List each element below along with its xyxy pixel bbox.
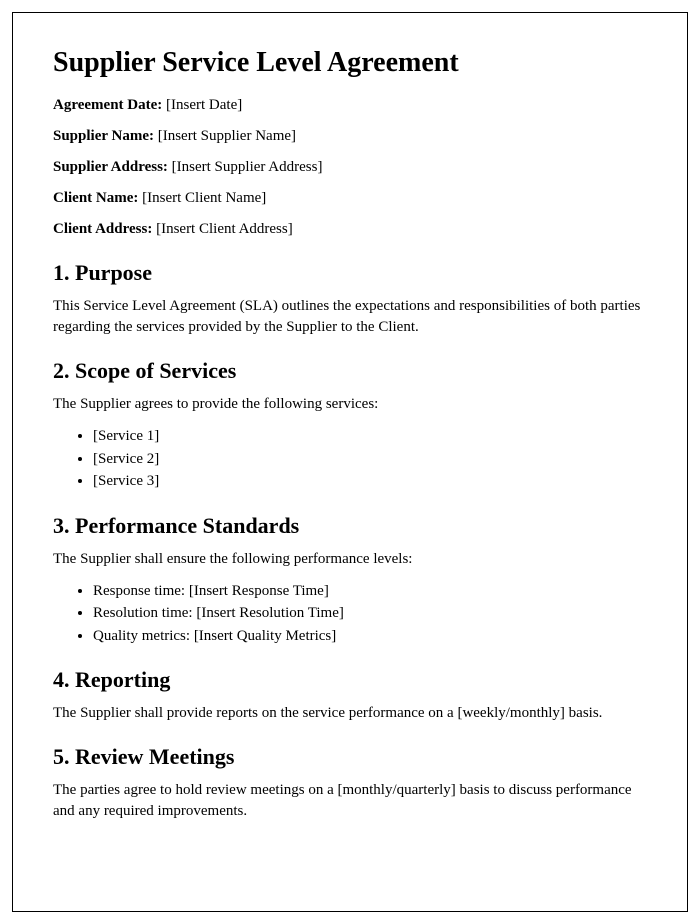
field-value: [Insert Date] xyxy=(166,97,242,113)
list-item: Response time: [Insert Response Time] xyxy=(93,580,647,603)
field-value: [Insert Client Address] xyxy=(156,221,293,237)
field-agreement-date: Agreement Date: [Insert Date] xyxy=(53,95,647,116)
list-item: Quality metrics: [Insert Quality Metrics… xyxy=(93,625,647,648)
section-heading-reporting: 4. Reporting xyxy=(53,667,647,693)
field-value: [Insert Supplier Address] xyxy=(172,159,323,175)
section-body-review: The parties agree to hold review meeting… xyxy=(53,780,647,822)
field-value: [Insert Supplier Name] xyxy=(158,128,296,144)
document-page: Supplier Service Level Agreement Agreeme… xyxy=(12,12,688,912)
section-body-reporting: The Supplier shall provide reports on th… xyxy=(53,703,647,724)
section-body-purpose: This Service Level Agreement (SLA) outli… xyxy=(53,296,647,338)
section-intro-performance: The Supplier shall ensure the following … xyxy=(53,549,647,570)
field-client-address: Client Address: [Insert Client Address] xyxy=(53,219,647,240)
field-label: Agreement Date: xyxy=(53,97,162,113)
list-item: [Service 2] xyxy=(93,448,647,471)
field-client-name: Client Name: [Insert Client Name] xyxy=(53,188,647,209)
section-heading-purpose: 1. Purpose xyxy=(53,260,647,286)
list-item: Resolution time: [Insert Resolution Time… xyxy=(93,602,647,625)
field-label: Client Address: xyxy=(53,221,152,237)
section-heading-performance: 3. Performance Standards xyxy=(53,513,647,539)
list-item-label: Resolution time: xyxy=(93,605,193,621)
list-item-value: [Insert Quality Metrics] xyxy=(194,628,336,644)
list-item: [Service 1] xyxy=(93,425,647,448)
section-intro-scope: The Supplier agrees to provide the follo… xyxy=(53,394,647,415)
performance-list: Response time: [Insert Response Time] Re… xyxy=(53,580,647,648)
field-label: Client Name: xyxy=(53,190,138,206)
list-item-label: Response time: xyxy=(93,583,185,599)
list-item-value: [Insert Response Time] xyxy=(189,583,329,599)
document-title: Supplier Service Level Agreement xyxy=(53,47,647,79)
field-supplier-name: Supplier Name: [Insert Supplier Name] xyxy=(53,126,647,147)
field-value: [Insert Client Name] xyxy=(142,190,266,206)
list-item-label: Quality metrics: xyxy=(93,628,190,644)
scope-services-list: [Service 1] [Service 2] [Service 3] xyxy=(53,425,647,493)
list-item: [Service 3] xyxy=(93,470,647,493)
field-supplier-address: Supplier Address: [Insert Supplier Addre… xyxy=(53,157,647,178)
list-item-value: [Insert Resolution Time] xyxy=(196,605,344,621)
field-label: Supplier Name: xyxy=(53,128,154,144)
field-label: Supplier Address: xyxy=(53,159,168,175)
section-heading-scope: 2. Scope of Services xyxy=(53,358,647,384)
section-heading-review: 5. Review Meetings xyxy=(53,744,647,770)
